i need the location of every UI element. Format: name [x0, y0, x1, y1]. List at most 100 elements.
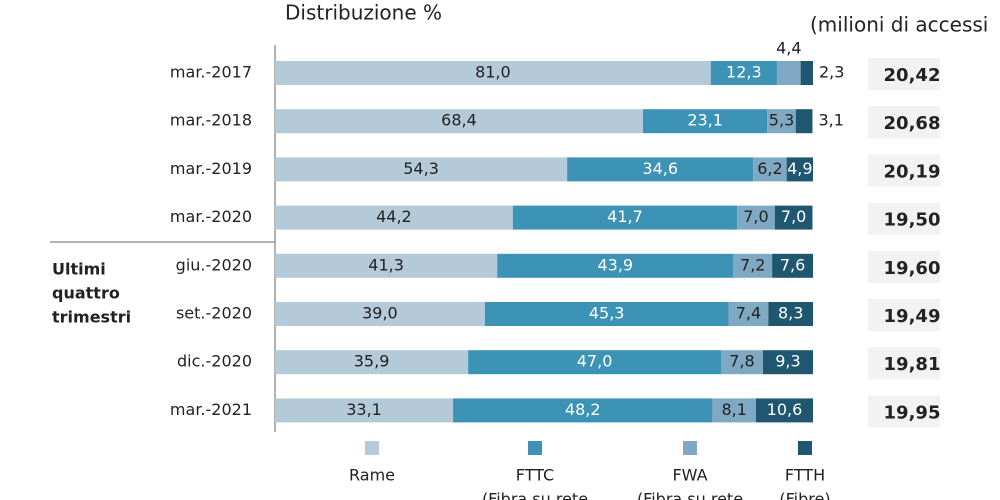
bar-segment	[642, 109, 768, 134]
bar-segment	[768, 302, 813, 326]
y-tick-label: mar.-2018	[170, 111, 252, 130]
total-label: 19,60	[884, 258, 941, 279]
legend-note: (Fibra su rete	[482, 490, 588, 500]
total-label: 19,50	[884, 210, 941, 231]
total-box	[868, 250, 940, 283]
value-label: 81,0	[475, 63, 511, 82]
bar-segment	[275, 61, 711, 85]
bar-segment	[737, 205, 775, 230]
total-label: 19,95	[884, 402, 941, 423]
bar-segment	[453, 398, 713, 423]
bar-segment	[772, 253, 813, 278]
bar-segment	[275, 398, 454, 423]
y-tick-label: mar.-2020	[170, 207, 252, 226]
legend-label: FWA	[672, 466, 707, 485]
total-box	[868, 58, 940, 90]
total-box	[868, 106, 940, 139]
total-box	[868, 395, 940, 428]
bar-segment	[721, 350, 763, 375]
value-label: 4,9	[787, 159, 812, 178]
group-label: quattro	[52, 284, 120, 303]
total-label: 19,81	[884, 354, 941, 375]
group-label: Ultimi	[52, 260, 106, 279]
total-box	[868, 202, 940, 235]
total-box	[868, 154, 940, 187]
value-label: 3,1	[818, 111, 843, 130]
value-label: 5,3	[769, 111, 794, 130]
value-label: 2,3	[819, 63, 844, 82]
legend-swatch	[365, 441, 379, 455]
chart-subtitle: (milioni di accessi	[810, 13, 988, 37]
value-label: 34,6	[642, 159, 678, 178]
bar-segment	[733, 253, 773, 278]
value-label: 8,3	[778, 304, 803, 323]
bar-segment	[468, 350, 722, 375]
bar-segment	[275, 302, 485, 326]
total-box	[868, 347, 940, 380]
bar-segment	[275, 253, 498, 278]
bar-segment	[786, 157, 813, 182]
bar-segment	[567, 157, 754, 182]
bar-segment	[512, 205, 738, 230]
legend-label: FTTH	[785, 466, 825, 485]
bar-segment	[275, 109, 643, 134]
legend-swatch	[798, 441, 812, 455]
bar-segment	[776, 61, 801, 85]
value-label: 7,2	[740, 255, 765, 274]
value-label: 43,9	[597, 255, 633, 274]
value-label: 7,8	[729, 352, 754, 371]
legend-note: (Fibra su rete	[637, 490, 743, 500]
legend-label: FTTC	[516, 466, 554, 485]
bar-segment	[767, 109, 796, 134]
group-label: trimestri	[52, 308, 131, 327]
bar-segment	[275, 350, 469, 375]
value-label: 44,2	[376, 207, 412, 226]
total-label: 20,42	[884, 65, 941, 86]
value-label: 47,0	[577, 352, 613, 371]
bar-segment	[800, 61, 813, 85]
bar-segment	[762, 350, 813, 375]
bar-segment	[484, 302, 729, 326]
bar-segment	[710, 61, 777, 85]
value-label: 41,7	[607, 207, 643, 226]
y-tick-label: giu.-2020	[176, 255, 252, 274]
bar-segment	[275, 205, 513, 230]
value-label: 7,6	[780, 255, 805, 274]
value-label: 9,3	[775, 352, 800, 371]
legend-swatch	[528, 441, 542, 455]
value-label: 45,3	[589, 304, 625, 323]
bar-segment	[755, 398, 813, 423]
total-label: 20,19	[884, 161, 941, 182]
total-label: 19,49	[884, 306, 941, 327]
value-label: 54,3	[403, 159, 439, 178]
value-label: 7,4	[736, 304, 761, 323]
value-label: 7,0	[743, 207, 768, 226]
bar-segment	[753, 157, 787, 182]
value-label: 35,9	[354, 352, 390, 371]
value-label: 8,1	[721, 400, 746, 419]
y-tick-label: mar.-2017	[170, 63, 252, 82]
value-label: 33,1	[346, 400, 382, 419]
bar-segment	[275, 157, 568, 182]
legend-note: (Fibre)	[779, 490, 830, 500]
y-tick-label: set.-2020	[176, 304, 252, 323]
bar-segment	[795, 109, 813, 134]
legend-label: Rame	[349, 466, 395, 485]
value-label: 10,6	[767, 400, 803, 419]
value-label: 4,4	[776, 39, 801, 58]
total-label: 20,68	[884, 113, 941, 134]
bar-segment	[497, 253, 734, 278]
value-label: 23,1	[687, 111, 723, 130]
bar-segment	[712, 398, 756, 423]
value-label: 48,2	[565, 400, 601, 419]
bar-segment	[728, 302, 769, 326]
value-label: 41,3	[368, 255, 404, 274]
bar-segment	[774, 205, 813, 230]
value-label: 68,4	[441, 111, 477, 130]
value-label: 6,2	[757, 159, 782, 178]
legend-swatch	[683, 441, 697, 455]
y-tick-label: mar.-2019	[170, 159, 252, 178]
value-label: 7,0	[781, 207, 806, 226]
value-label: 39,0	[362, 304, 398, 323]
